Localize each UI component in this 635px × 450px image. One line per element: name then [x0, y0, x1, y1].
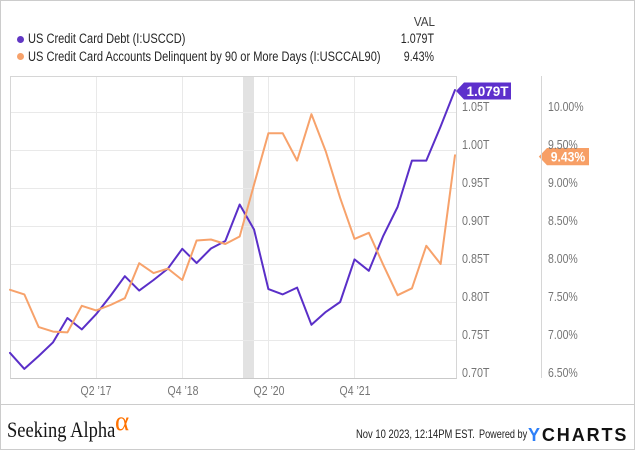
svg-text:9.43%: 9.43% [551, 149, 586, 165]
svg-text:1.079T: 1.079T [467, 83, 509, 99]
